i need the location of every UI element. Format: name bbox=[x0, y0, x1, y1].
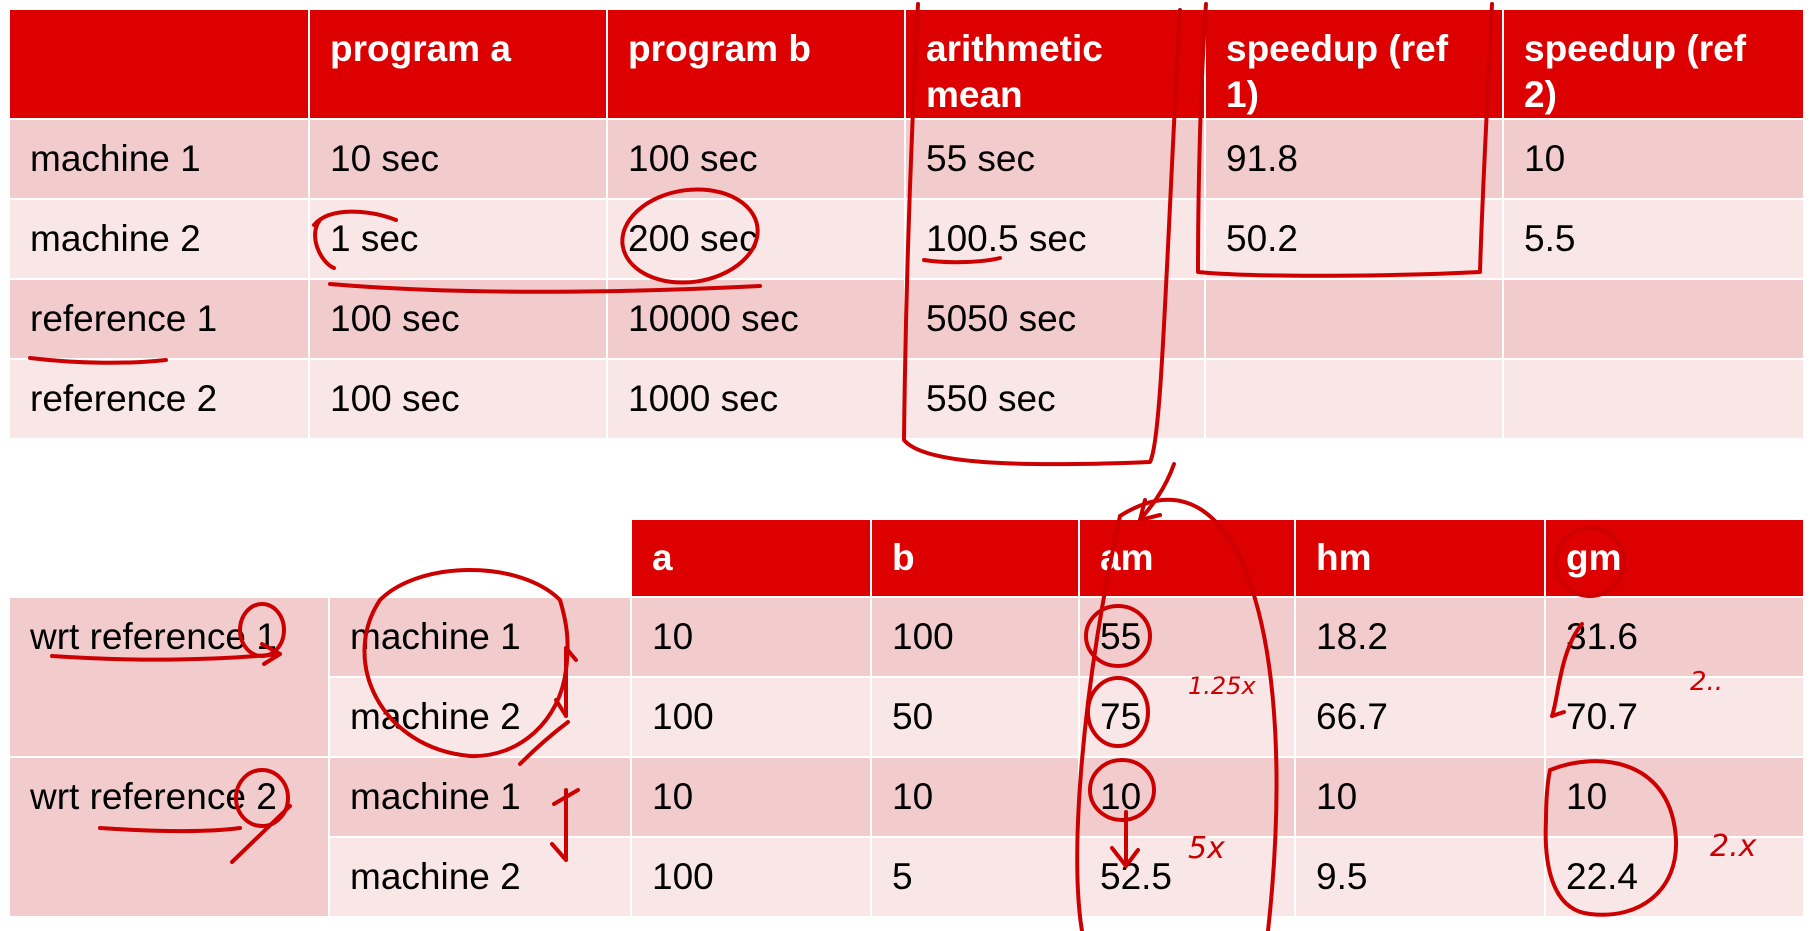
row-label: reference 2 bbox=[8, 358, 310, 440]
ink-arrow-am-header bbox=[1138, 462, 1176, 522]
cell-speedup-ref-1 bbox=[1204, 278, 1504, 360]
table-header-row: program a program b arithmetic mean spee… bbox=[8, 8, 1805, 120]
cell-gm: 70.7 bbox=[1544, 676, 1805, 758]
cell-a: 100 bbox=[630, 676, 872, 758]
table-row: reference 1 100 sec 10000 sec 5050 sec bbox=[8, 278, 1805, 360]
cell-program-b: 100 sec bbox=[606, 118, 906, 200]
cell-gm: 31.6 bbox=[1544, 596, 1805, 678]
cell-hm: 66.7 bbox=[1294, 676, 1546, 758]
cell-hm: 10 bbox=[1294, 756, 1546, 838]
header-gap bbox=[328, 518, 632, 598]
cell-machine: machine 2 bbox=[328, 676, 632, 758]
cell-machine: machine 1 bbox=[328, 596, 632, 678]
cell-am: 52.5 bbox=[1078, 836, 1296, 918]
table-row: machine 2 100 5 52.5 9.5 22.4 bbox=[9, 836, 1805, 918]
header-speedup-ref-2: speedup (ref 2) bbox=[1502, 8, 1805, 120]
header-speedup-ref-1: speedup (ref 1) bbox=[1204, 8, 1504, 120]
cell-a: 10 bbox=[630, 756, 872, 838]
group-label: wrt reference 1 bbox=[8, 596, 330, 758]
header-arithmetic-mean: arithmetic mean bbox=[904, 8, 1206, 120]
cell-arithmetic-mean: 550 sec bbox=[904, 358, 1206, 440]
cell-arithmetic-mean: 55 sec bbox=[904, 118, 1206, 200]
cell-hm: 9.5 bbox=[1294, 836, 1546, 918]
cell-speedup-ref-2 bbox=[1502, 358, 1805, 440]
cell-am: 10 bbox=[1078, 756, 1296, 838]
cell-speedup-ref-1 bbox=[1204, 358, 1504, 440]
table-row: machine 2 1 sec 200 sec 100.5 sec 50.2 5… bbox=[8, 198, 1805, 280]
header-am: am bbox=[1078, 518, 1296, 598]
cell-speedup-ref-2: 10 bbox=[1502, 118, 1805, 200]
cell-gm: 10 bbox=[1544, 756, 1805, 838]
cell-speedup-ref-2: 5.5 bbox=[1502, 198, 1805, 280]
table-row: reference 2 100 sec 1000 sec 550 sec bbox=[8, 358, 1805, 440]
header-b: b bbox=[870, 518, 1080, 598]
header-hm: hm bbox=[1294, 518, 1546, 598]
cell-a: 10 bbox=[630, 596, 872, 678]
cell-program-a: 10 sec bbox=[308, 118, 608, 200]
cell-am: 75 bbox=[1078, 676, 1296, 758]
row-label: machine 1 bbox=[8, 118, 310, 200]
header-program-b: program b bbox=[606, 8, 906, 120]
cell-arithmetic-mean: 5050 sec bbox=[904, 278, 1206, 360]
cell-program-b: 1000 sec bbox=[606, 358, 906, 440]
cell-b: 5 bbox=[870, 836, 1080, 918]
row-label: reference 1 bbox=[8, 278, 310, 360]
cell-speedup-ref-1: 91.8 bbox=[1204, 118, 1504, 200]
header-program-a: program a bbox=[308, 8, 608, 120]
table-row: wrt reference 1 machine 1 10 100 55 18.2… bbox=[8, 596, 1805, 758]
normalized-table: a b am hm gm wrt reference 1 machine 1 1… bbox=[8, 518, 1805, 918]
cell-machine: machine 2 bbox=[328, 836, 632, 918]
cell-program-a: 100 sec bbox=[308, 358, 608, 440]
cell-program-b: 200 sec bbox=[606, 198, 906, 280]
header-gm: gm bbox=[1544, 518, 1805, 598]
header-corner bbox=[8, 8, 310, 120]
table-row: machine 1 10 sec 100 sec 55 sec 91.8 10 bbox=[8, 118, 1805, 200]
cell-program-a: 1 sec bbox=[308, 198, 608, 280]
cell-speedup-ref-2 bbox=[1502, 278, 1805, 360]
row-label: machine 2 bbox=[8, 198, 310, 280]
group-label: wrt reference 2 bbox=[8, 756, 330, 918]
table-row: wrt reference 2 machine 1 10 10 10 10 10 bbox=[8, 756, 1805, 918]
cell-gm: 22.4 bbox=[1544, 836, 1805, 918]
cell-program-b: 10000 sec bbox=[606, 278, 906, 360]
cell-speedup-ref-1: 50.2 bbox=[1204, 198, 1504, 280]
cell-program-a: 100 sec bbox=[308, 278, 608, 360]
table-header-row: a b am hm gm bbox=[8, 518, 1805, 598]
cell-b: 100 bbox=[870, 596, 1080, 678]
header-a: a bbox=[630, 518, 872, 598]
cell-hm: 18.2 bbox=[1294, 596, 1546, 678]
cell-arithmetic-mean: 100.5 sec bbox=[904, 198, 1206, 280]
results-table: program a program b arithmetic mean spee… bbox=[8, 8, 1805, 440]
cell-machine: machine 1 bbox=[328, 756, 632, 838]
header-gap bbox=[8, 518, 330, 598]
cell-am: 55 bbox=[1078, 596, 1296, 678]
cell-b: 10 bbox=[870, 756, 1080, 838]
cell-b: 50 bbox=[870, 676, 1080, 758]
cell-a: 100 bbox=[630, 836, 872, 918]
